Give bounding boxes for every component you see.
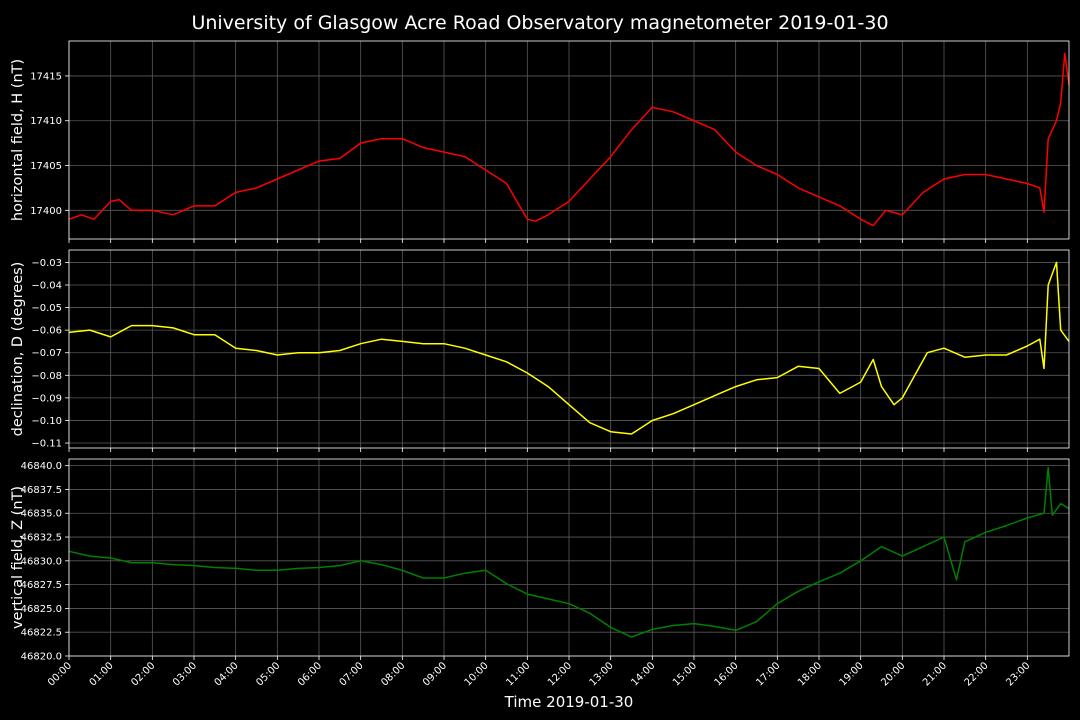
chart-title: University of Glasgow Acre Road Observat… (191, 12, 888, 34)
y-tick-label: −0.08 (31, 371, 62, 382)
y-tick-label: 46835.0 (21, 509, 62, 520)
y-tick-label: −0.09 (31, 393, 62, 404)
y-axis-label-z: vertical field, Z (nT) (10, 486, 26, 629)
y-axis-label-d: declination, D (degrees) (10, 262, 26, 437)
axes-frame (68, 249, 1070, 449)
y-tick-label: 46827.5 (21, 580, 62, 591)
y-tick-label: 46822.5 (21, 628, 62, 639)
y-tick-label: 46837.5 (21, 485, 62, 496)
y-tick-label: 17400 (30, 206, 62, 217)
y-tick-label: 46820.0 (21, 652, 62, 663)
panel-h: 17400 17405 17410 17415 horizontal field, H … (10, 40, 1070, 243)
y-tick-label: −0.10 (31, 416, 62, 427)
y-tick-label: −0.11 (31, 439, 62, 450)
y-tick-label: 17405 (30, 161, 62, 172)
y-tick-label: −0.06 (31, 326, 62, 337)
y-tick-label: −0.04 (31, 280, 62, 291)
series-line-d (68, 261, 1070, 435)
y-tick-label: 17415 (30, 71, 62, 82)
y-tick-label: −0.07 (31, 348, 62, 359)
y-axis-label-h: horizontal field, H (nT) (10, 59, 26, 221)
y-tick-label: 46840.0 (21, 461, 62, 472)
axes-frame (68, 458, 1070, 657)
y-tick-label: −0.05 (31, 303, 62, 314)
y-tick-label: 46832.5 (21, 533, 62, 544)
x-axis-label: Time 2019-01-30 (504, 693, 634, 711)
y-tick-label: 46825.0 (21, 604, 62, 615)
series-line-z (68, 466, 1070, 638)
panel-z: 46820.0 46822.5 46825.0 46827.5 46830.0 46832… (10, 458, 1070, 663)
series-line-h (68, 52, 1070, 227)
y-tick-label: 46830.0 (21, 556, 62, 567)
y-tick-label: 17410 (30, 116, 62, 127)
y-tick-label: −0.03 (31, 258, 62, 269)
axes-frame (68, 40, 1070, 240)
panel-d: −0.11 −0.10 −0.09 −0.08 −0.07 −0.06 −0.05 −0.04… (10, 249, 1070, 452)
